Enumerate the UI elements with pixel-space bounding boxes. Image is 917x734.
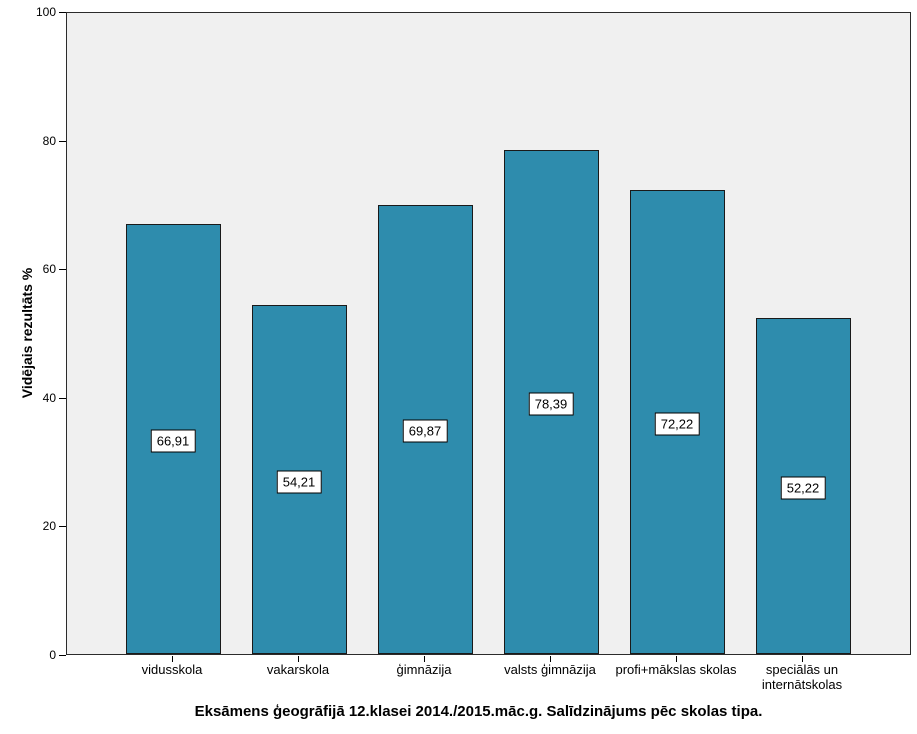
y-axis-tick-mark bbox=[59, 526, 66, 528]
bar-value-label: 52,22 bbox=[780, 476, 826, 500]
x-axis-category-label: speciālās un internātskolas bbox=[761, 662, 843, 692]
x-axis-tick-mark bbox=[676, 656, 677, 662]
y-axis-tick-label: 0 bbox=[49, 648, 56, 662]
x-axis-tick-mark bbox=[802, 656, 803, 662]
y-axis-tick-mark bbox=[59, 12, 66, 13]
x-axis-category-label: vidusskola bbox=[141, 662, 203, 677]
x-axis-category-label: profi+mākslas skolas bbox=[615, 662, 737, 677]
y-axis-tick-mark bbox=[59, 397, 66, 399]
x-axis-category-label: vakarskola bbox=[266, 662, 330, 677]
x-axis-category-label: ģimnāzija bbox=[396, 662, 452, 677]
x-axis-tick-mark bbox=[298, 656, 299, 662]
x-axis-tick-mark bbox=[172, 656, 173, 662]
bar-value-label: 72,22 bbox=[654, 412, 700, 436]
y-axis-tick-mark bbox=[59, 269, 66, 271]
y-axis-tick-label: 40 bbox=[42, 390, 56, 405]
x-axis-category-label: valsts ģimnāzija bbox=[504, 662, 596, 677]
y-axis-tick-label: 80 bbox=[42, 133, 56, 148]
bar-value-label: 66,91 bbox=[150, 429, 196, 453]
x-axis-tick-mark bbox=[424, 656, 425, 662]
y-axis-tick-mark bbox=[59, 140, 66, 142]
bar-value-label: 78,39 bbox=[528, 392, 574, 416]
bar-value-label: 69,87 bbox=[402, 419, 448, 443]
y-axis-tick-label: 60 bbox=[42, 262, 56, 277]
y-axis-tick-label: 100 bbox=[35, 5, 56, 19]
chart-title: Eksāmens ģeogrāfijā 12.klasei 2014./2015… bbox=[194, 703, 763, 720]
y-axis-tick-mark bbox=[59, 655, 66, 656]
y-axis-title: Vidējais rezultāts % bbox=[19, 267, 35, 399]
x-axis-tick-mark bbox=[550, 656, 551, 662]
plot-area: 66,91 54,21 69,87 78,39 72,22 52,22 bbox=[66, 12, 911, 655]
y-axis-tick-label: 20 bbox=[42, 519, 56, 534]
bar-value-label: 54,21 bbox=[276, 470, 322, 494]
